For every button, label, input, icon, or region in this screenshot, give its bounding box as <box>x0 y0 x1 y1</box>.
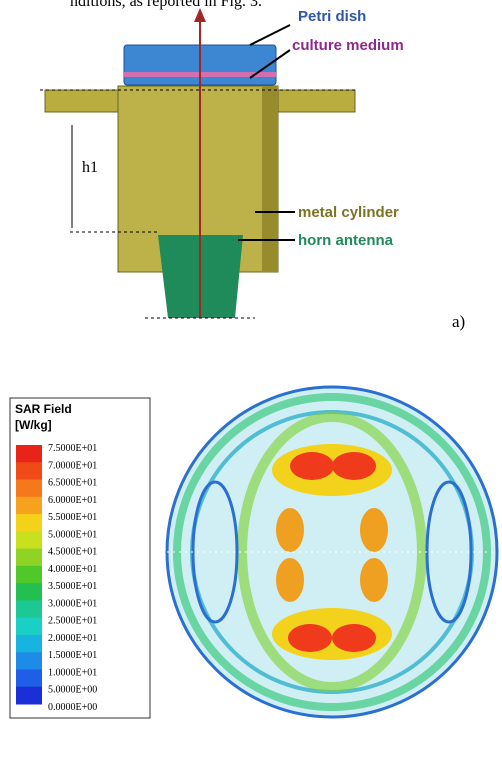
legend-label: 2.0000E+01 <box>48 633 97 644</box>
leader <box>250 25 290 45</box>
hotspot <box>360 508 388 552</box>
legend-swatch <box>16 445 42 463</box>
label-culture-medium: culture medium <box>292 37 404 54</box>
legend-label: 6.0000E+01 <box>48 495 97 506</box>
legend-swatch <box>16 480 42 498</box>
legend-label: 5.0000E+00 <box>48 685 97 696</box>
legend-label: 5.5000E+01 <box>48 512 97 523</box>
legend-label: 3.0000E+01 <box>48 598 97 609</box>
legend-swatch <box>16 669 42 687</box>
legend-label: 1.0000E+01 <box>48 667 97 678</box>
legend-label: 7.5000E+01 <box>48 443 97 454</box>
hotspot <box>332 624 376 652</box>
legend-swatch <box>16 600 42 618</box>
cylinder-shade <box>262 86 278 272</box>
legend-label: 0.0000E+00 <box>48 702 97 713</box>
arrowhead <box>194 8 206 22</box>
legend-label: 7.0000E+01 <box>48 460 97 471</box>
caption-fragment: nditions, as reported in Fig. 3. <box>70 0 262 10</box>
legend-swatch <box>16 462 42 480</box>
hotspot <box>288 624 332 652</box>
legend: SAR Field [W/kg] 7.5000E+01 7.0000E+01 6.5… <box>10 398 150 718</box>
legend-swatch <box>16 497 42 515</box>
legend-label: 5.0000E+01 <box>48 529 97 540</box>
legend-swatch <box>16 566 42 584</box>
label-petri-dish: Petri dish <box>298 8 366 25</box>
legend-swatch <box>16 549 42 567</box>
legend-label: 6.5000E+01 <box>48 478 97 489</box>
label-metal-cylinder: metal cylinder <box>298 204 399 221</box>
legend-swatch <box>16 635 42 653</box>
legend-label: 2.5000E+01 <box>48 616 97 627</box>
hotspot <box>332 452 376 480</box>
legend-label: 3.5000E+01 <box>48 581 97 592</box>
legend-swatch <box>16 583 42 601</box>
legend-label: 4.5000E+01 <box>48 547 97 558</box>
legend-unit: [W/kg] <box>15 418 52 432</box>
panel-label: a) <box>452 312 465 331</box>
hotspot <box>276 558 304 602</box>
legend-swatch <box>16 652 42 670</box>
hotspot <box>290 452 334 480</box>
figure-a: h1 Petri dish culture medium metal cylin… <box>40 8 465 331</box>
legend-swatch <box>16 531 42 549</box>
legend-label: 4.0000E+01 <box>48 564 97 575</box>
label-horn-antenna: horn antenna <box>298 232 394 249</box>
legend-swatch <box>16 618 42 636</box>
sar-map <box>167 387 497 717</box>
legend-swatch <box>16 514 42 532</box>
hotspot <box>276 508 304 552</box>
hotspot <box>360 558 388 602</box>
label-h1: h1 <box>82 159 98 176</box>
legend-title: SAR Field <box>15 402 72 416</box>
legend-swatch <box>16 687 42 705</box>
legend-label: 1.5000E+01 <box>48 650 97 661</box>
page: nditions, as reported in Fig. 3. h1 Petr… <box>0 0 502 760</box>
